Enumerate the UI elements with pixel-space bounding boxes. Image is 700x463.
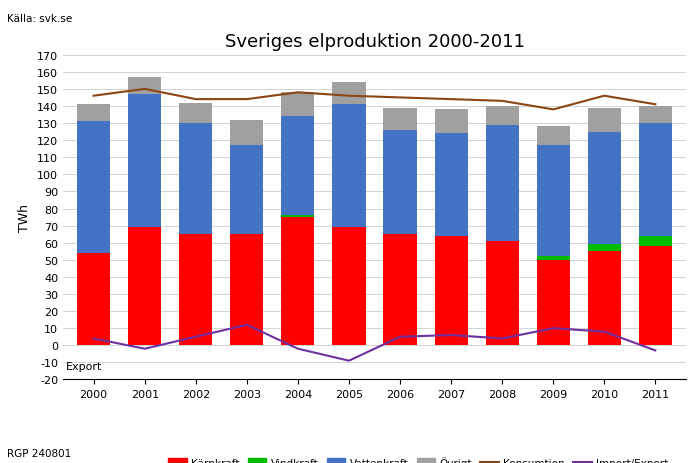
Bar xyxy=(230,120,263,146)
Legend: Kärnkraft, Vindkraft, Vattenkraft, Övrigt, Konsumtion, Import/Export: Kärnkraft, Vindkraft, Vattenkraft, Övrig… xyxy=(164,451,673,463)
Bar xyxy=(588,132,621,245)
Bar xyxy=(230,235,263,345)
Bar xyxy=(77,122,110,253)
Bar xyxy=(639,237,672,247)
Bar xyxy=(486,242,519,345)
Text: Källa: svk.se: Källa: svk.se xyxy=(7,14,72,24)
Bar xyxy=(128,78,161,95)
Bar xyxy=(435,237,468,345)
Bar xyxy=(128,228,161,345)
Bar xyxy=(281,216,314,218)
Bar xyxy=(179,103,212,124)
Bar xyxy=(639,107,672,124)
Bar xyxy=(486,125,519,242)
Bar xyxy=(77,105,110,122)
Bar xyxy=(230,146,263,235)
Bar xyxy=(639,124,672,237)
Y-axis label: TWh: TWh xyxy=(18,204,32,232)
Text: RGP 240801: RGP 240801 xyxy=(7,448,71,458)
Bar xyxy=(281,218,314,345)
Title: Sveriges elproduktion 2000-2011: Sveriges elproduktion 2000-2011 xyxy=(225,33,524,51)
Bar xyxy=(537,257,570,260)
Bar xyxy=(537,260,570,345)
Text: Export: Export xyxy=(66,362,102,371)
Bar xyxy=(77,253,110,345)
Bar xyxy=(537,127,570,146)
Bar xyxy=(332,83,365,105)
Bar xyxy=(435,110,468,134)
Bar xyxy=(384,131,416,235)
Bar xyxy=(537,146,570,257)
Bar xyxy=(179,235,212,345)
Bar xyxy=(384,108,416,131)
Bar xyxy=(281,93,314,117)
Bar xyxy=(486,107,519,125)
Bar xyxy=(435,134,468,237)
Bar xyxy=(588,252,621,345)
Bar xyxy=(588,245,621,252)
Bar xyxy=(332,105,365,228)
Bar xyxy=(281,117,314,216)
Bar xyxy=(179,124,212,235)
Bar xyxy=(128,95,161,228)
Bar xyxy=(639,247,672,345)
Bar xyxy=(332,228,365,345)
Bar xyxy=(588,108,621,132)
Bar xyxy=(384,235,416,345)
